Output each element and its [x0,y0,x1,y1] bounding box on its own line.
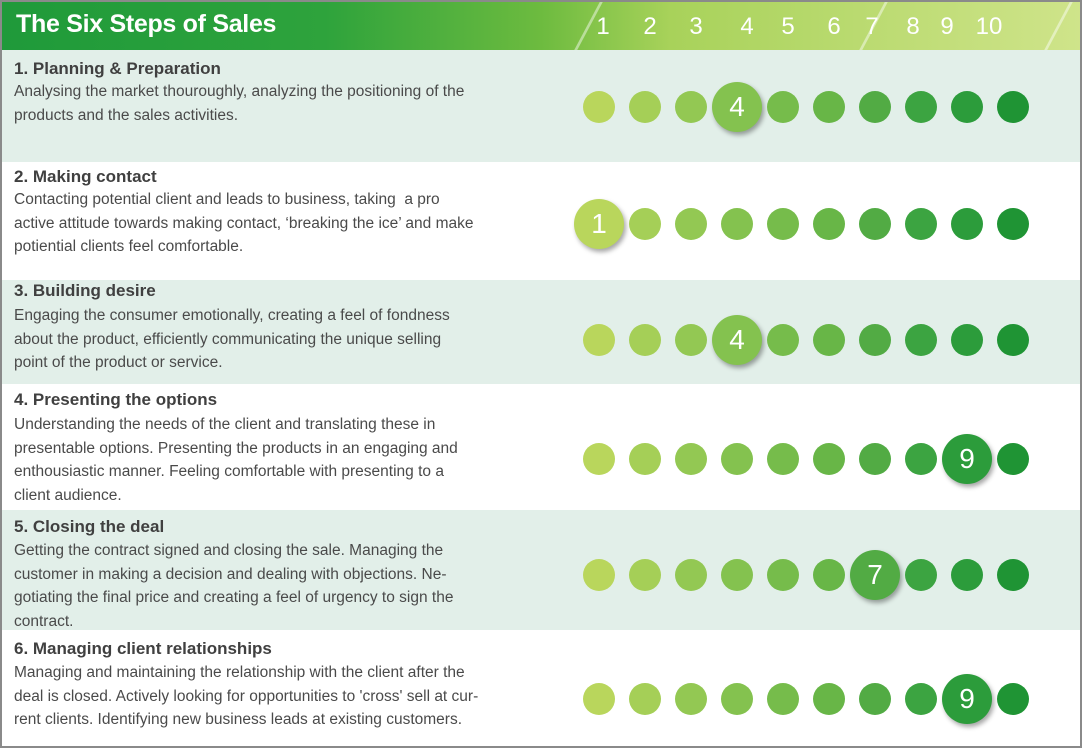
score-dot-8 [905,91,937,123]
score-dot-2 [629,208,661,240]
score-dot-4 [721,443,753,475]
score-dot-4 [721,683,753,715]
score-dot-4 [721,559,753,591]
score-dot-1 [583,683,615,715]
step-row: 5. Closing the deal Getting the contract … [2,510,1080,630]
scale-number-2: 2 [643,13,657,40]
header-bar: The Six Steps of Sales 1 2 3 4 5 6 7 8 9 10 [2,2,1080,50]
score-dot-10 [997,443,1029,475]
score-dot-9 [951,559,983,591]
scale-number-10: 10 [975,13,1003,40]
score-dot-1 [583,91,615,123]
score-dot-6 [813,443,845,475]
step-description: Understanding the needs of the client an… [14,416,458,504]
score-dot-1 [583,443,615,475]
score-dot-2 [629,683,661,715]
scale-number-9: 9 [940,13,954,40]
step-description: Managing and maintaining the relationshi… [14,664,479,728]
step-row: 3. Building desire Engaging the consumer … [2,280,1080,384]
score-dot-2 [629,324,661,356]
step-title: 4. Presenting the options [14,390,218,409]
step-description: Analysing the market thouroughly, analyz… [14,83,465,124]
score-dot-10 [997,208,1029,240]
score-dot-7 [859,208,891,240]
score-dot-6 [813,208,845,240]
score-dot-7 [859,443,891,475]
score-dot-10 [997,324,1029,356]
score-marker-selected: 4 [712,315,762,365]
step-title: 1. Planning & Preparation [14,59,221,78]
score-dot-7 [859,324,891,356]
score-dot-2 [629,443,661,475]
score-dot-3 [675,443,707,475]
step-title: 2. Making contact [14,167,157,186]
page-title: The Six Steps of Sales [16,10,277,38]
score-dot-5 [767,324,799,356]
score-dot-3 [675,683,707,715]
score-dot-8 [905,683,937,715]
score-dot-4 [721,208,753,240]
score-dot-3 [675,91,707,123]
header-divider-stripe [1044,2,1073,50]
score-dot-9 [951,91,983,123]
score-marker-selected: 1 [574,199,624,249]
scale-number-7: 7 [865,13,879,40]
step-description: Getting the contract signed and closing … [14,542,454,630]
score-marker-selected: 9 [942,674,992,724]
step-row: 1. Planning & Preparation Analysing the m… [2,50,1080,162]
scale-number-5: 5 [781,13,795,40]
score-dot-1 [583,324,615,356]
score-dot-8 [905,208,937,240]
step-title: 6. Managing client relationships [14,639,272,658]
step-title: 5. Closing the deal [14,517,165,536]
score-dot-8 [905,324,937,356]
scale-number-4: 4 [740,13,754,40]
score-dot-1 [583,559,615,591]
score-dot-9 [951,324,983,356]
step-title: 3. Building desire [14,281,156,300]
score-dot-2 [629,559,661,591]
score-dot-8 [905,443,937,475]
score-marker-selected: 9 [942,434,992,484]
score-dot-5 [767,443,799,475]
score-dot-3 [675,324,707,356]
step-row: 6. Managing client relationships Managing… [2,630,1080,746]
score-dot-5 [767,208,799,240]
score-dot-10 [997,559,1029,591]
score-dot-3 [675,559,707,591]
score-marker-selected: 4 [712,82,762,132]
score-dot-7 [859,683,891,715]
scale-number-3: 3 [689,13,703,40]
score-dot-10 [997,91,1029,123]
score-dot-6 [813,324,845,356]
score-dot-2 [629,91,661,123]
score-dot-6 [813,683,845,715]
step-row: 4. Presenting the options Understanding t… [2,384,1080,510]
score-dot-7 [859,91,891,123]
score-dot-6 [813,91,845,123]
score-dot-5 [767,91,799,123]
score-dot-5 [767,683,799,715]
step-description: Contacting potential client and leads to… [14,191,474,255]
score-marker-selected: 7 [850,550,900,600]
score-dot-6 [813,559,845,591]
scale-number-6: 6 [827,13,841,40]
step-description: Engaging the consumer emotionally, creat… [14,307,450,371]
scale-number-1: 1 [596,13,610,40]
score-dot-8 [905,559,937,591]
step-row: 2. Making contact Contacting potential cl… [2,162,1080,280]
score-dot-10 [997,683,1029,715]
score-dot-9 [951,208,983,240]
score-dot-3 [675,208,707,240]
score-dot-5 [767,559,799,591]
scale-number-8: 8 [906,13,920,40]
